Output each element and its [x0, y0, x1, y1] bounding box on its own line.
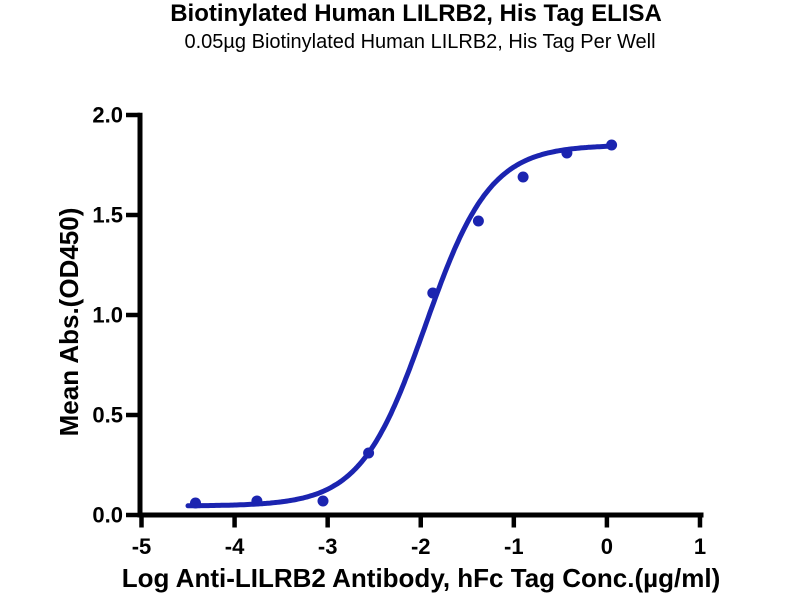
- axis-frame: [137, 112, 704, 518]
- chart-title: Biotinylated Human LILRB2, His Tag ELISA: [170, 0, 662, 27]
- data-point: [606, 139, 618, 151]
- x-tick-label: 1: [694, 534, 706, 559]
- x-tick-label: -3: [318, 534, 338, 559]
- data-point: [251, 495, 263, 507]
- x-axis-label: Log Anti-LILRB2 Antibody, hFc Tag Conc.(…: [122, 563, 720, 593]
- x-tick-label: -4: [225, 534, 245, 559]
- data-point: [427, 287, 439, 299]
- x-tick-label: -5: [132, 534, 152, 559]
- y-tick-label: 1.0: [92, 303, 123, 328]
- data-point: [517, 171, 529, 183]
- y-tick-label: 2.0: [92, 103, 123, 128]
- x-tick-label: -2: [411, 534, 431, 559]
- y-axis-label: Mean Abs.(OD450): [54, 208, 84, 437]
- data-point: [561, 147, 573, 159]
- data-point: [472, 215, 484, 227]
- y-tick-label: 1.5: [92, 203, 123, 228]
- x-tick-label: 0: [601, 534, 613, 559]
- y-tick-label: 0.5: [92, 403, 123, 428]
- y-tick-label: 0.0: [92, 503, 123, 528]
- fit-curve: [185, 143, 614, 509]
- data-point: [190, 497, 201, 509]
- x-tick-label: -1: [504, 534, 524, 559]
- data-point: [363, 447, 375, 459]
- chart-subtitle: 0.05µg Biotinylated Human LILRB2, His Ta…: [184, 31, 655, 53]
- data-point: [317, 495, 329, 507]
